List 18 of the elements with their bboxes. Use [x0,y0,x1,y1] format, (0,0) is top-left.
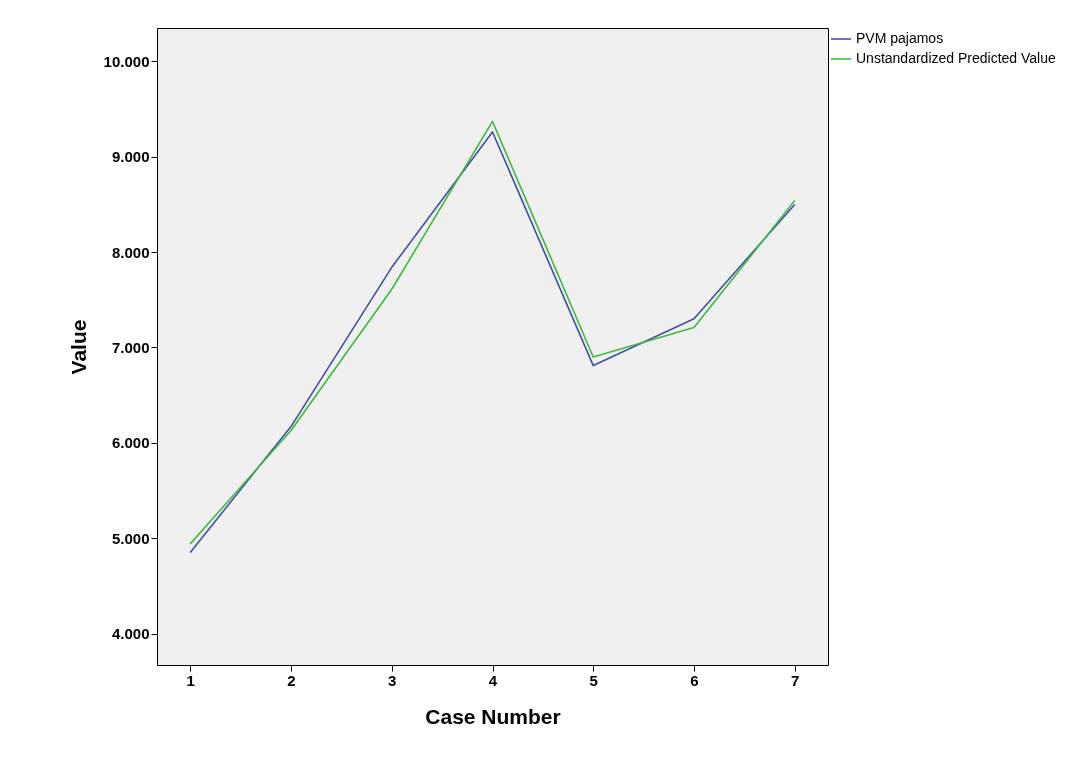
y-tick-label: 6.000 [111,434,150,452]
x-tick-label: 2 [287,671,296,689]
x-tick-label: 4 [488,671,498,689]
y-tick-label: 5.000 [111,529,150,547]
x-tick-label: 3 [388,671,397,689]
x-tick-label: 6 [690,671,699,689]
x-tick-label: 5 [589,671,598,689]
y-tick-label: 9.000 [111,148,150,166]
y-tick-label: 4.000 [111,625,150,643]
legend-label: PVM pajamos [856,30,944,46]
y-tick-label: 8.000 [111,243,150,261]
y-tick-label: 7.000 [111,338,150,356]
y-tick-label: 10.000 [103,52,150,70]
x-axis-title: Case Number [425,704,561,728]
x-tick-label: 1 [186,671,195,689]
x-tick-label: 7 [791,671,800,689]
legend-label: Unstandardized Predicted Value [856,50,1056,66]
y-axis-title: Value [66,319,90,375]
